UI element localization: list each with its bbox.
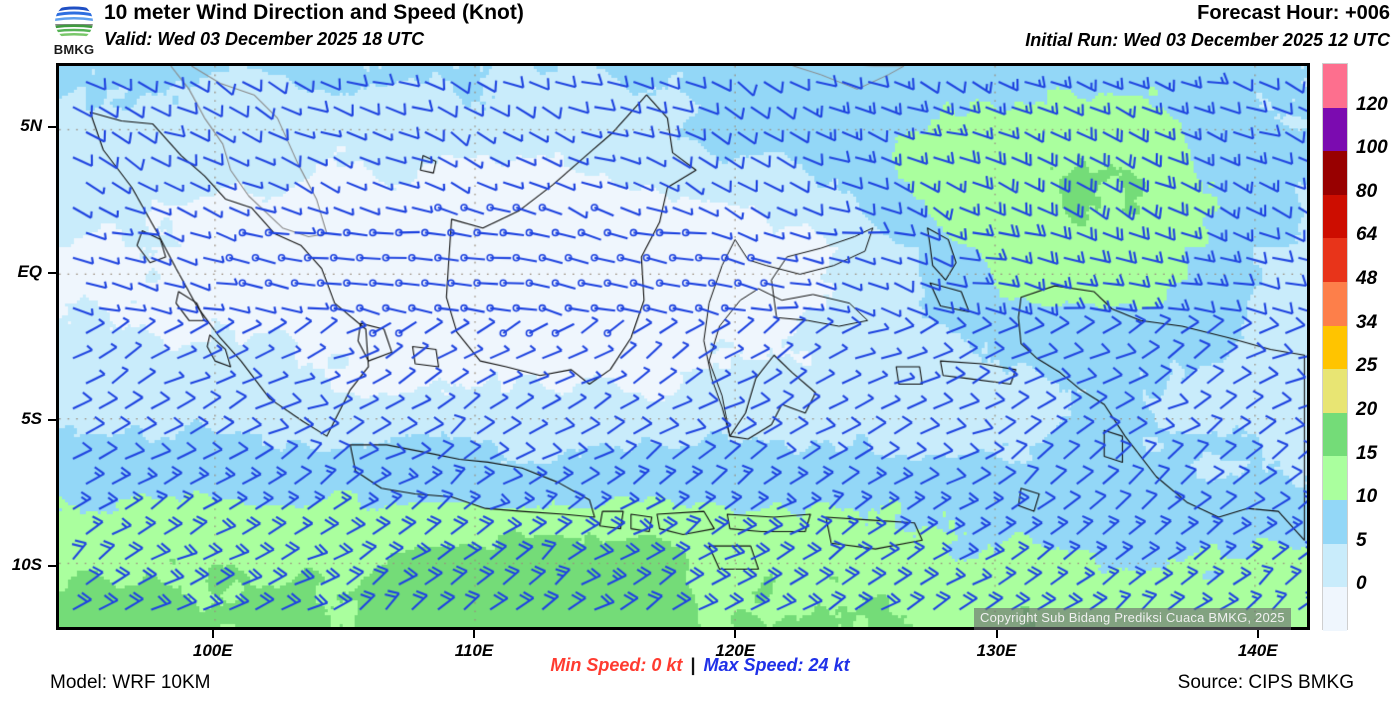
bmkg-logo-icon: BMKG <box>46 2 102 58</box>
x-axis-tick <box>995 630 998 638</box>
x-axis-label: 140E <box>1237 641 1278 660</box>
page-title: 10 meter Wind Direction and Speed (Knot) <box>104 1 524 24</box>
colorbar-band <box>1323 325 1347 370</box>
y-axis-tick <box>48 126 56 129</box>
colorbar-tick-label: 0 <box>1356 573 1367 595</box>
colorbar-band <box>1323 412 1347 457</box>
wind-map[interactable]: Copyright Sub Bidang Prediksi Cuaca BMKG… <box>56 63 1310 630</box>
x-axis-label: 120E <box>715 641 756 660</box>
colorbar-tick-label: 64 <box>1356 224 1378 246</box>
x-axis-label: 100E <box>192 641 233 660</box>
colorbar-tick-label: 120 <box>1356 93 1388 115</box>
y-axis-tick <box>48 418 56 421</box>
colorbar-band <box>1323 500 1347 544</box>
speed-summary: Min Speed: 0 kt | Max Speed: 24 kt <box>0 655 1400 676</box>
map-raster <box>59 66 1307 627</box>
x-axis-tick <box>1256 630 1259 638</box>
colorbar-band <box>1323 151 1347 195</box>
initial-run-label: Initial Run: Wed 03 December 2025 12 UTC <box>1025 30 1390 50</box>
colorbar-tick-label: 80 <box>1356 180 1378 202</box>
bmkg-logo-text: BMKG <box>53 42 95 57</box>
colorbar-tick-label: 25 <box>1356 355 1378 377</box>
valid-time-label: Valid: Wed 03 December 2025 18 UTC <box>104 29 425 49</box>
colorbar-band <box>1323 543 1347 588</box>
colorbar-tick-label: 5 <box>1356 529 1367 551</box>
y-axis-label: 5S <box>21 408 42 428</box>
colorbar-band <box>1323 238 1347 283</box>
speed-separator: | <box>690 655 696 675</box>
header-bar: BMKG 10 meter Wind Direction and Speed (… <box>0 0 1400 60</box>
colorbar-tick-label: 100 <box>1356 137 1388 159</box>
colorbar-tick-label: 15 <box>1356 442 1378 464</box>
colorbar <box>1322 63 1348 631</box>
colorbar-band <box>1323 587 1347 631</box>
y-axis-label: EQ <box>17 262 42 282</box>
colorbar-band <box>1323 282 1347 326</box>
x-axis-tick <box>473 630 475 638</box>
bmkg-logo-svg <box>55 3 93 41</box>
x-axis-label: 110E <box>454 641 494 660</box>
colorbar-tick-label: 20 <box>1356 398 1378 420</box>
y-axis-tick <box>48 564 56 567</box>
colorbar-tick-label: 34 <box>1356 311 1378 333</box>
map-frame <box>56 63 1310 630</box>
x-axis-tick <box>211 630 214 638</box>
copyright-watermark: Copyright Sub Bidang Prediksi Cuaca BMKG… <box>974 608 1291 630</box>
source-label: Source: CIPS BMKG <box>1177 672 1354 693</box>
max-speed-label: Max Speed: 24 kt <box>703 655 850 675</box>
y-axis-label: 10S <box>11 554 42 574</box>
model-label: Model: WRF 10KM <box>50 672 211 693</box>
y-axis-label: 5N <box>20 116 42 136</box>
colorbar-band <box>1323 107 1347 152</box>
colorbar-tick-label: 48 <box>1356 268 1378 290</box>
min-speed-label: Min Speed: 0 kt <box>550 655 683 675</box>
colorbar-band <box>1323 369 1347 413</box>
y-axis-tick <box>48 272 56 275</box>
x-axis-label: 130E <box>976 641 1017 660</box>
colorbar-band <box>1323 456 1347 501</box>
colorbar-band <box>1323 194 1347 239</box>
colorbar-tick-label: 10 <box>1356 486 1378 508</box>
x-axis-tick <box>734 630 737 638</box>
colorbar-band <box>1323 64 1347 108</box>
forecast-hour-label: Forecast Hour: +006 <box>1197 2 1390 24</box>
